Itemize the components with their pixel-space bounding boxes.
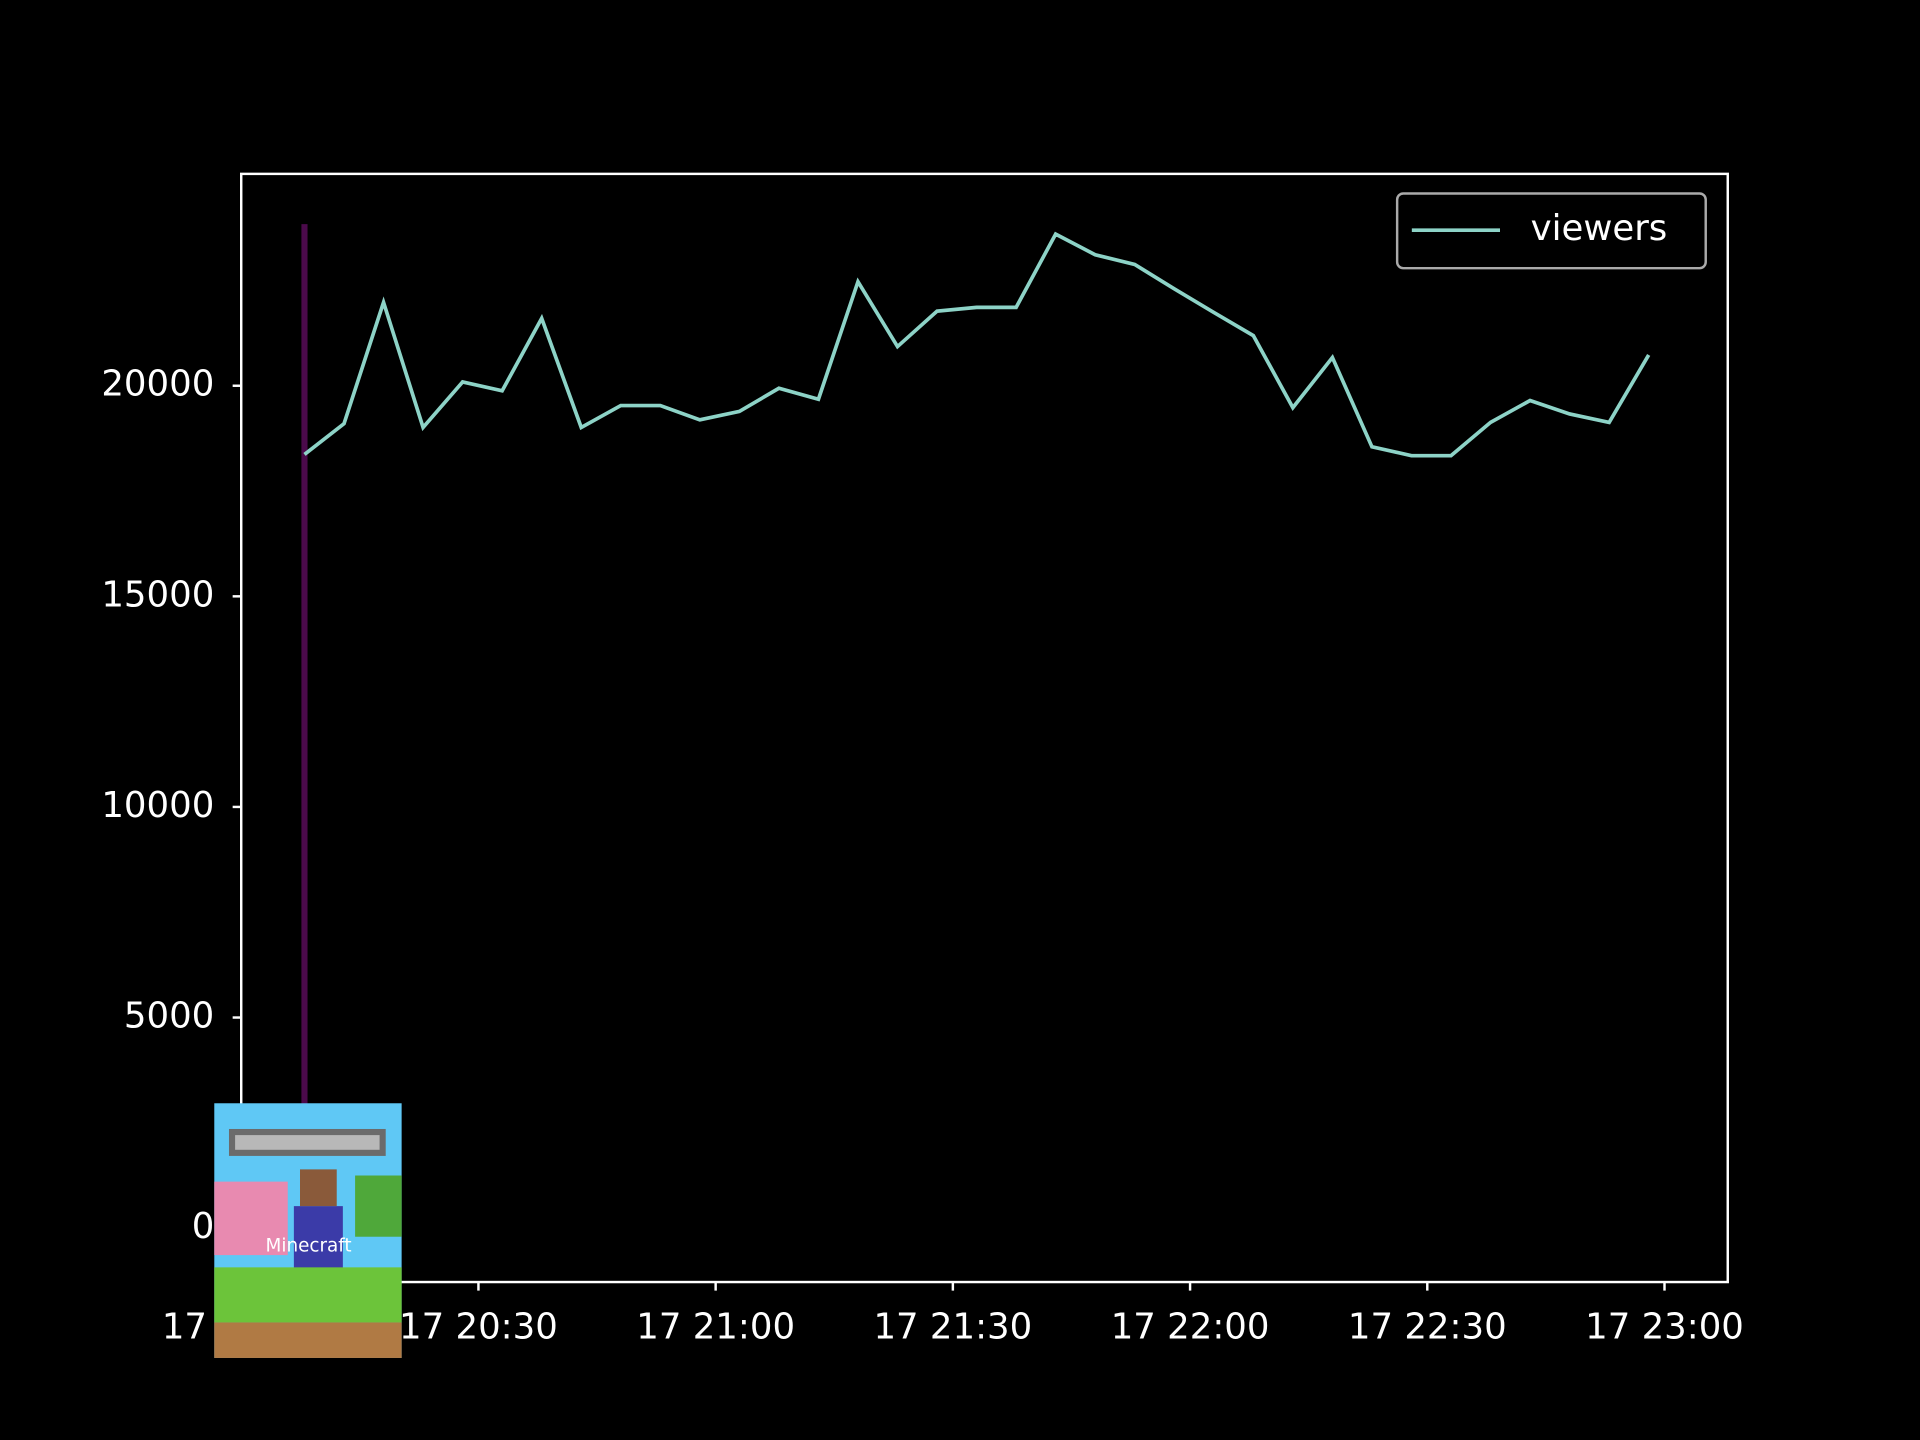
x-tick-label: 17 20:30 <box>399 1307 558 1348</box>
x-tick-label: 17 21:30 <box>873 1307 1032 1348</box>
x-tick-label: 17 23:00 <box>1585 1307 1744 1348</box>
thumb-tree <box>355 1175 402 1237</box>
x-tick-label: 17 21:00 <box>636 1307 795 1348</box>
y-tick-label: 15000 <box>101 574 214 615</box>
legend: viewers <box>1395 192 1707 270</box>
thumb-label: Minecraft <box>266 1236 352 1257</box>
thumb-logo-inner <box>235 1135 380 1150</box>
thumb-dirt <box>214 1322 402 1358</box>
x-tick-label: 17 22:00 <box>1111 1307 1270 1348</box>
legend-label: viewers <box>1531 208 1668 249</box>
y-tick-label: 5000 <box>124 996 214 1037</box>
y-tick-label: 0 <box>192 1206 215 1247</box>
thumb-head <box>300 1169 337 1207</box>
y-tick-label: 20000 <box>101 364 214 405</box>
thumb-figure <box>293 1206 343 1274</box>
thumb-grass <box>214 1267 402 1323</box>
thumb-blossom <box>214 1181 288 1256</box>
game-thumbnail: Minecraft <box>214 1103 402 1358</box>
plot-frame <box>240 172 1729 1284</box>
x-tick-label: 17 22:30 <box>1348 1307 1507 1348</box>
y-tick-label: 10000 <box>101 785 214 826</box>
series-line <box>303 231 1651 458</box>
legend-box <box>1395 192 1707 270</box>
